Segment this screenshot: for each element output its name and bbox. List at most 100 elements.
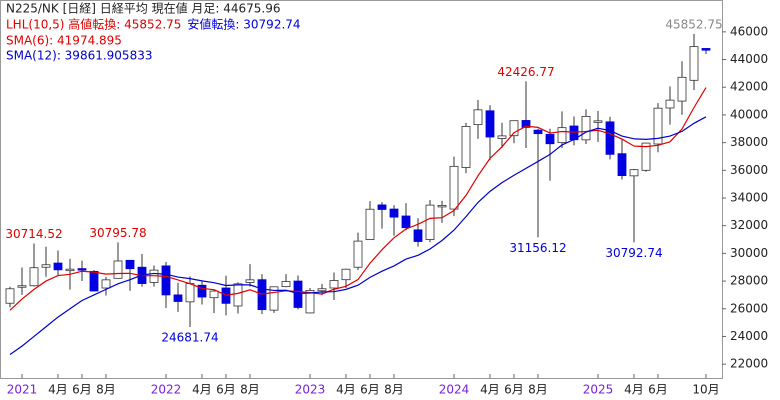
x-tick-label: 4月 bbox=[336, 383, 356, 397]
x-tick-label: 8月 bbox=[384, 383, 404, 397]
candle-body bbox=[173, 294, 183, 302]
y-tick-label: 40000 bbox=[730, 107, 768, 121]
annotation: 30792.74 bbox=[605, 246, 662, 260]
candle-body bbox=[233, 283, 243, 307]
y-tick-label: 28000 bbox=[730, 274, 768, 288]
x-tick-label: 4月 bbox=[48, 383, 68, 397]
candle-body bbox=[209, 290, 219, 299]
candle-body bbox=[377, 204, 387, 210]
x-tick-label: 2023 bbox=[295, 383, 326, 397]
candle-body bbox=[17, 285, 27, 288]
y-tick-label: 34000 bbox=[730, 191, 768, 205]
candle-body bbox=[401, 215, 411, 229]
candle-body bbox=[533, 129, 543, 135]
candle-body bbox=[557, 127, 567, 144]
candle-body bbox=[389, 208, 399, 218]
candle-body bbox=[665, 99, 675, 109]
candle-body bbox=[113, 260, 123, 279]
candle-body bbox=[305, 289, 315, 314]
sma-line bbox=[9, 116, 707, 355]
candle-body bbox=[461, 126, 471, 168]
candle-body bbox=[269, 286, 279, 311]
candle-body bbox=[365, 208, 375, 240]
candle-body bbox=[497, 135, 507, 139]
candle-body bbox=[101, 279, 111, 289]
y-tick-label: 46000 bbox=[730, 24, 768, 38]
annotation: 30714.52 bbox=[5, 227, 62, 241]
x-tick-label: 6月 bbox=[648, 383, 668, 397]
candle-body bbox=[653, 107, 663, 145]
y-tick-label: 44000 bbox=[730, 52, 768, 66]
candle-body bbox=[317, 288, 327, 292]
y-tick-label: 38000 bbox=[730, 135, 768, 149]
candle-body bbox=[281, 281, 291, 288]
x-tick-label: 4月 bbox=[624, 383, 644, 397]
x-tick-label: 2022 bbox=[151, 383, 182, 397]
candle-body bbox=[437, 205, 447, 208]
y-tick-label: 32000 bbox=[730, 218, 768, 232]
candle-body bbox=[629, 169, 639, 177]
candle-body bbox=[449, 165, 459, 210]
candle-body bbox=[293, 280, 303, 308]
y-tick-label: 26000 bbox=[730, 301, 768, 315]
candle-body bbox=[413, 229, 423, 242]
candle-body bbox=[641, 142, 651, 171]
x-tick-label: 6月 bbox=[72, 383, 92, 397]
candle-body bbox=[125, 259, 135, 270]
candle-body bbox=[197, 284, 207, 298]
x-tick-label: 2025 bbox=[583, 383, 614, 397]
annotation: 45852.75 bbox=[665, 17, 722, 31]
legend-entry: SMA(12): 39861.905833 bbox=[6, 49, 152, 63]
candle-body bbox=[509, 120, 519, 137]
candle-body bbox=[341, 268, 351, 281]
x-tick-label: 4月 bbox=[192, 383, 212, 397]
candle-body bbox=[545, 133, 555, 145]
legend-entry: SMA(6): 41974.895 bbox=[6, 34, 122, 48]
x-tick-label: 2021 bbox=[7, 383, 38, 397]
annotation: 24681.74 bbox=[161, 331, 218, 345]
candle-body bbox=[53, 262, 63, 271]
legend-box bbox=[2, 2, 282, 64]
candle-body bbox=[689, 46, 699, 81]
x-tick-label: 10月 bbox=[692, 383, 719, 397]
y-tick-label: 24000 bbox=[730, 329, 768, 343]
annotation: 30795.78 bbox=[89, 226, 146, 240]
candle-body bbox=[617, 153, 627, 177]
lhl-high: LHL(10,5) 高値転換: 45852.75 bbox=[6, 17, 181, 32]
candle-body bbox=[29, 267, 39, 287]
candle-body bbox=[161, 265, 171, 296]
candle-body bbox=[77, 268, 87, 271]
candle-body bbox=[485, 110, 495, 138]
candle-body bbox=[329, 280, 339, 289]
y-tick-label: 36000 bbox=[730, 163, 768, 177]
x-tick-label: 8月 bbox=[528, 383, 548, 397]
candle-body bbox=[245, 279, 255, 283]
annotation: 31156.12 bbox=[509, 241, 566, 255]
candle-body bbox=[593, 120, 603, 123]
x-tick-label: 6月 bbox=[504, 383, 524, 397]
candle-body bbox=[185, 283, 195, 303]
candle-body bbox=[581, 115, 591, 141]
x-tick-label: 8月 bbox=[96, 383, 116, 397]
candle-body bbox=[353, 240, 363, 268]
x-tick-label: 4月 bbox=[480, 383, 500, 397]
candle-body bbox=[425, 204, 435, 240]
y-tick-label: 30000 bbox=[730, 246, 768, 260]
x-tick-label: 8月 bbox=[240, 383, 260, 397]
candle-body bbox=[41, 264, 51, 268]
candle-body bbox=[677, 76, 687, 102]
candle-body bbox=[473, 109, 483, 126]
candle-body bbox=[605, 121, 615, 155]
y-tick-label: 42000 bbox=[730, 80, 768, 94]
y-tick-label: 22000 bbox=[730, 357, 768, 371]
candle-body bbox=[701, 48, 711, 51]
x-tick-label: 6月 bbox=[216, 383, 236, 397]
x-tick-label: 2024 bbox=[439, 383, 470, 397]
candle-body bbox=[5, 288, 15, 304]
x-tick-label: 6月 bbox=[360, 383, 380, 397]
annotation: 42426.77 bbox=[497, 65, 554, 79]
candle-body bbox=[65, 268, 75, 272]
header: N225/NK [日経] 日経平均 現在値 月足: 44675.96 bbox=[6, 1, 281, 16]
